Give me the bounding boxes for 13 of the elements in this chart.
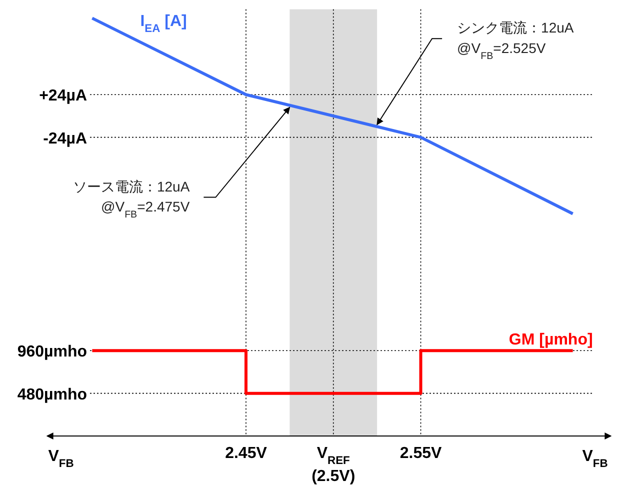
text: V$_{FB}$: [48, 448, 74, 470]
series-label: I$_{EA}$ [A]: [140, 13, 187, 36]
y-tick-label: +24µA: [39, 88, 88, 105]
y2-tick-label: 480µmho: [17, 386, 88, 404]
y2-tick-label: 960µmho: [17, 344, 88, 361]
series-label: GM [µmho]: [508, 332, 593, 349]
annotation: シンク電流：12uA @V$_{FB}$=2.525V: [457, 20, 574, 62]
annotation: ソース電流：12uA @V$_{FB}$=2.475V: [72, 178, 190, 220]
x-tick-label: 2.45V: [225, 445, 268, 462]
x-axis-title: V$_{FB}$: [582, 448, 608, 470]
y-tick-label: -24µA: [43, 130, 88, 148]
x-tick-label: V$_{REF}$ (2.5V): [312, 445, 356, 486]
x-tick-label: 2.55V: [400, 445, 442, 462]
